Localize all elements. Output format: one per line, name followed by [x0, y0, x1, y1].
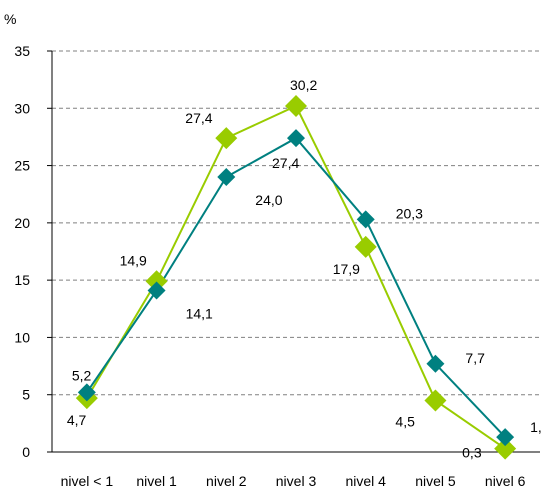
y-tick-label: 35 [14, 43, 30, 59]
data-label: 0,3 [462, 445, 482, 461]
y-tick-label: 20 [14, 215, 30, 231]
y-tick-label: 30 [14, 100, 30, 116]
data-point [145, 270, 168, 293]
data-label: 30,2 [290, 77, 317, 93]
y-tick-label: 10 [14, 329, 30, 345]
y-tick-labels: 0 5 10 15 20 25 30 35 [14, 43, 30, 460]
data-point [356, 210, 375, 229]
series-line [86, 136, 506, 438]
data-label: 27,4 [272, 155, 299, 171]
data-point [287, 129, 305, 148]
data-point [147, 281, 166, 300]
data-label: 14,1 [186, 305, 213, 321]
data-label: 1,3 [530, 419, 541, 435]
y-tick-label: 15 [14, 272, 30, 288]
data-point [424, 389, 447, 412]
y-tick-label: 0 [22, 444, 30, 460]
x-tick-label: nivel 5 [415, 473, 456, 489]
x-tick-labels: nivel < 1 nivel 1 nivel 2 nivel 3 nivel 4 niv… [61, 473, 526, 489]
x-tick-label: nivel 4 [345, 473, 386, 489]
data-label: 17,9 [333, 261, 360, 277]
data-point [285, 94, 307, 117]
data-label: 14,9 [120, 252, 147, 268]
data-point [77, 383, 96, 402]
x-tick-label: nivel 2 [206, 473, 247, 489]
data-label: 4,7 [67, 412, 87, 428]
data-label: 7,7 [465, 350, 485, 366]
data-point [426, 354, 445, 373]
y-axis-unit-label: % [4, 11, 16, 27]
x-tick-label: nivel < 1 [61, 473, 114, 489]
axes [51, 51, 540, 453]
x-tick-label: nivel 3 [276, 473, 317, 489]
data-label: 27,4 [185, 110, 212, 126]
x-tick-label: nivel 6 [485, 473, 526, 489]
data-point [217, 168, 236, 187]
y-tick-label: 5 [22, 387, 30, 403]
data-label: 4,5 [395, 413, 415, 429]
y-tick-label: 25 [14, 158, 30, 174]
data-label: 24,0 [255, 192, 282, 208]
x-tick-label: nivel 1 [136, 473, 177, 489]
data-labels: 4,7 14,9 27,4 30,2 17,9 4,5 0,3 5,2 14,1 24,0 27,4… [67, 77, 541, 461]
data-point [354, 235, 377, 258]
data-point [494, 437, 517, 460]
series [75, 94, 517, 460]
data-point [496, 428, 515, 447]
data-label: 5,2 [72, 367, 92, 383]
gridlines [47, 50, 540, 453]
data-point [215, 127, 238, 150]
data-label: 20,3 [396, 205, 423, 221]
